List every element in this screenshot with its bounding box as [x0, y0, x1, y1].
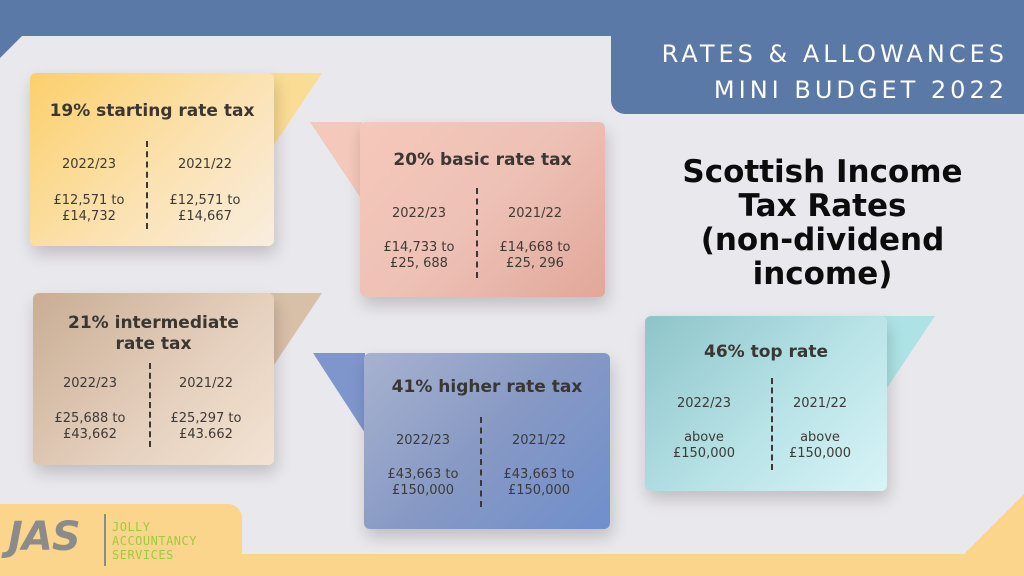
top-left-corner-shape — [0, 36, 22, 58]
page-title-line-4: income) — [752, 256, 893, 292]
right-year: 2021/22 — [178, 376, 233, 391]
dashed-divider — [476, 188, 478, 278]
left-value-line-1: £43,663 to — [387, 467, 459, 482]
right-value: £43,663 to £150,000 — [494, 467, 584, 499]
left-year: 2022/23 — [391, 206, 446, 221]
logo-line-2: ACCOUNTANCY — [112, 534, 197, 548]
left-value: £14,733 to £25, 688 — [374, 240, 464, 272]
left-year: 2022/23 — [395, 433, 450, 448]
bottom-band — [0, 554, 1024, 576]
right-value-line-2: £14,667 — [178, 209, 232, 224]
right-value-line-1: above — [800, 430, 840, 445]
logo-line-3: SERVICES — [112, 548, 174, 562]
right-value: above £150,000 — [775, 430, 865, 462]
header-banner: RATES & ALLOWANCES MINI BUDGET 2022 — [611, 30, 1024, 114]
dashed-divider — [149, 363, 151, 447]
card-intermediate-rate: 21% intermediate rate tax 2022/23 2021/2… — [33, 293, 274, 465]
right-value-line-2: £150,000 — [507, 483, 571, 498]
dashed-divider — [480, 417, 482, 507]
left-value-line-2: £150,000 — [391, 483, 455, 498]
right-value: £25,297 to £43.662 — [161, 411, 251, 443]
right-year: 2021/22 — [507, 206, 562, 221]
left-value-line-1: £12,571 to — [53, 193, 125, 208]
left-value: £25,688 to £43,662 — [45, 411, 135, 443]
card-title: 19% starting rate tax — [30, 101, 274, 122]
left-year: 2022/23 — [61, 157, 116, 172]
card-tab-higher-rate — [313, 353, 365, 433]
card-title-line-1: 21% intermediate — [68, 313, 239, 333]
card-title: 21% intermediate rate tax — [33, 313, 274, 355]
bottom-right-corner-shape — [964, 494, 1024, 554]
card-basic-rate: 20% basic rate tax 2022/23 2021/22 £14,7… — [360, 122, 605, 297]
logo-mark: JAS — [8, 514, 81, 560]
logo-wordmark: JOLLY ACCOUNTANCY SERVICES — [112, 520, 197, 562]
right-value-line-1: £43,663 to — [503, 467, 575, 482]
card-title-line-2: rate tax — [115, 334, 192, 354]
card-title: 41% higher rate tax — [364, 377, 610, 398]
left-value-line-1: £25,688 to — [54, 411, 126, 426]
header-line-2: MINI BUDGET 2022 — [713, 76, 1008, 104]
left-value-line-2: £25, 688 — [390, 256, 448, 271]
left-value: above £150,000 — [659, 430, 749, 462]
right-value-line-1: £14,668 to — [499, 240, 571, 255]
dashed-divider — [146, 141, 148, 229]
left-year: 2022/23 — [676, 396, 731, 411]
left-value-line-1: £14,733 to — [383, 240, 455, 255]
card-title: 20% basic rate tax — [360, 150, 605, 171]
left-value-line-1: above — [684, 430, 724, 445]
dashed-divider — [771, 378, 773, 470]
right-value-line-1: £12,571 to — [169, 193, 241, 208]
card-title-line: 46% top rate — [703, 342, 828, 362]
left-value-line-2: £150,000 — [672, 446, 736, 461]
right-value-line-1: £25,297 to — [170, 411, 242, 426]
right-year: 2021/22 — [177, 157, 232, 172]
card-higher-rate: 41% higher rate tax 2022/23 2021/22 £43,… — [364, 353, 610, 529]
page-title-line-1: Scottish Income — [682, 154, 963, 190]
right-value: £14,668 to £25, 296 — [490, 240, 580, 272]
right-year: 2021/22 — [511, 433, 566, 448]
card-title-line: 20% basic rate tax — [393, 150, 572, 170]
logo-panel — [0, 504, 242, 576]
card-title: 46% top rate — [645, 342, 887, 363]
left-value: £43,663 to £150,000 — [378, 467, 468, 499]
right-value-line-2: £150,000 — [788, 446, 852, 461]
logo-line-1: JOLLY — [112, 520, 151, 534]
page-title-line-3: (non-dividend — [700, 222, 945, 258]
card-title-line: 19% starting rate tax — [49, 101, 255, 121]
right-value: £12,571 to £14,667 — [160, 193, 250, 225]
left-year: 2022/23 — [62, 376, 117, 391]
left-value-line-2: £43,662 — [63, 427, 117, 442]
right-value-line-2: £25, 296 — [506, 256, 564, 271]
left-value-line-2: £14,732 — [62, 209, 116, 224]
card-starting-rate: 19% starting rate tax 2022/23 2021/22 £1… — [30, 73, 274, 246]
page-title: Scottish Income Tax Rates (non-dividend … — [650, 155, 995, 291]
card-top-rate: 46% top rate 2022/23 2021/22 above £150,… — [645, 316, 887, 491]
card-tab-top-rate — [883, 316, 935, 394]
card-title-line: 41% higher rate tax — [391, 377, 583, 397]
card-tab-basic-rate — [310, 122, 362, 200]
page-title-line-2: Tax Rates — [738, 188, 907, 224]
logo-divider — [104, 514, 106, 566]
right-value-line-2: £43.662 — [179, 427, 233, 442]
left-value: £12,571 to £14,732 — [44, 193, 134, 225]
header-line-1: RATES & ALLOWANCES — [661, 40, 1008, 68]
right-year: 2021/22 — [792, 396, 847, 411]
